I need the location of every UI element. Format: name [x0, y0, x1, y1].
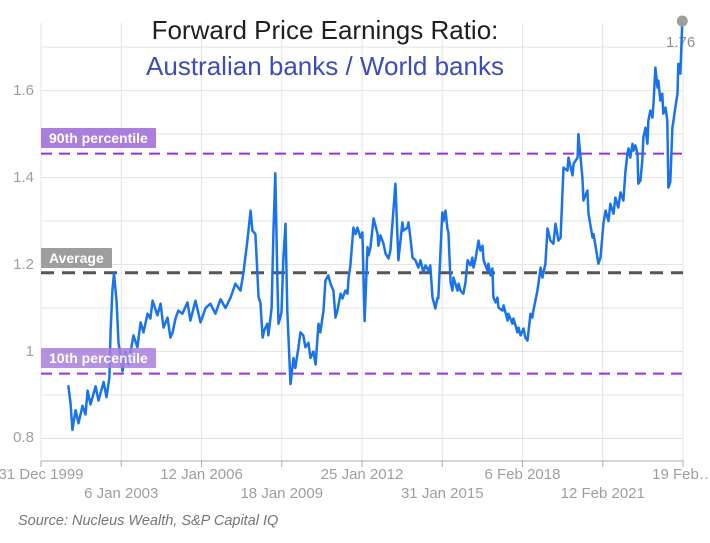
- x-axis-label: 12 Feb 2021: [560, 485, 645, 502]
- series-line[interactable]: [67, 19, 684, 432]
- x-axis-label: 18 Jan 2009: [240, 485, 324, 502]
- x-axis-label: 12 Jan 2006: [160, 466, 243, 483]
- average-badge: Average: [41, 248, 112, 268]
- x-axis-label: 31 Dec 1999: [0, 466, 84, 483]
- x-axis-label: 31 Jan 2015: [400, 485, 484, 502]
- x-axis-label: 25 Jan 2012: [320, 466, 404, 483]
- y-axis-label: 0.8: [13, 429, 34, 447]
- y-axis-label: 1.4: [13, 168, 34, 186]
- x-axis-label: 19 Feb…: [652, 466, 710, 483]
- y-axis-label: 1.2: [13, 255, 34, 273]
- percentile-90-badge: 90th percentile: [41, 128, 156, 148]
- percentile-10-badge: 10th percentile: [41, 348, 156, 368]
- end-dot: [676, 15, 688, 27]
- source-note: Source: Nucleus Wealth, S&P Capital IQ: [18, 513, 279, 529]
- x-axis-label: 6 Feb 2018: [484, 466, 561, 483]
- y-axis-label: 1: [25, 342, 34, 360]
- x-axis-label: 6 Jan 2003: [84, 485, 159, 502]
- y-axis-label: 1.6: [13, 81, 34, 99]
